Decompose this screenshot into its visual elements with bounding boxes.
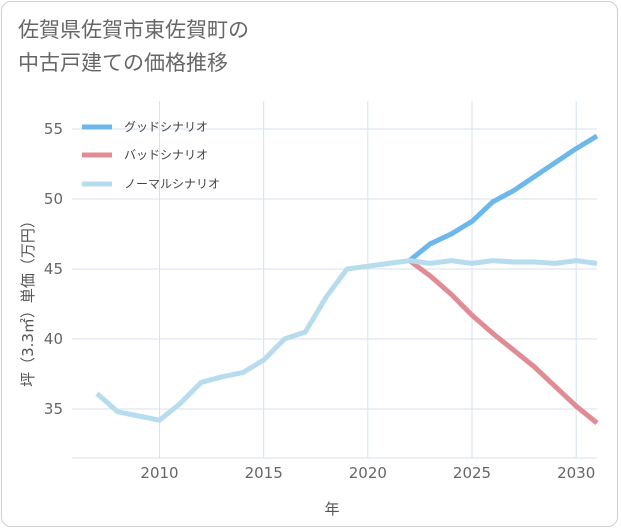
grid: [72, 101, 597, 459]
series-layer: [95, 133, 599, 425]
chart-title-line2: 中古戸建ての価格推移: [18, 51, 228, 75]
x-tick-label: 2020: [349, 464, 387, 482]
legend-label: グッドシナリオ: [124, 120, 208, 134]
y-tick-label: 55: [44, 120, 63, 138]
x-tick-label: 2010: [140, 464, 178, 482]
y-tick-label: 40: [44, 330, 63, 348]
x-axis-title: 年: [324, 500, 339, 518]
chart-title: 佐賀県佐賀市東佐賀町の 中古戸建ての価格推移: [18, 14, 249, 80]
y-tick-label: 50: [44, 190, 63, 208]
legend-label: ノーマルシナリオ: [124, 177, 220, 191]
y-tick-label: 35: [44, 400, 63, 418]
x-tick-label: 2015: [245, 464, 283, 482]
legend-label: バッドシナリオ: [124, 148, 208, 162]
chart-title-line1: 佐賀県佐賀市東佐賀町の: [18, 18, 249, 42]
y-axis-ticks: 35 40 45 50 55: [44, 120, 63, 418]
x-tick-label: 2025: [453, 464, 491, 482]
series-line-good: [407, 133, 599, 263]
x-axis-ticks: 2010 2015 2020 2025 2030: [140, 464, 595, 482]
series-line-normal: [95, 258, 598, 423]
x-tick-label: 2030: [557, 464, 595, 482]
y-axis-title: 坪（3.3㎡）単価（万円）: [19, 213, 37, 387]
series-line-bad: [408, 258, 599, 425]
y-tick-label: 45: [44, 260, 63, 278]
